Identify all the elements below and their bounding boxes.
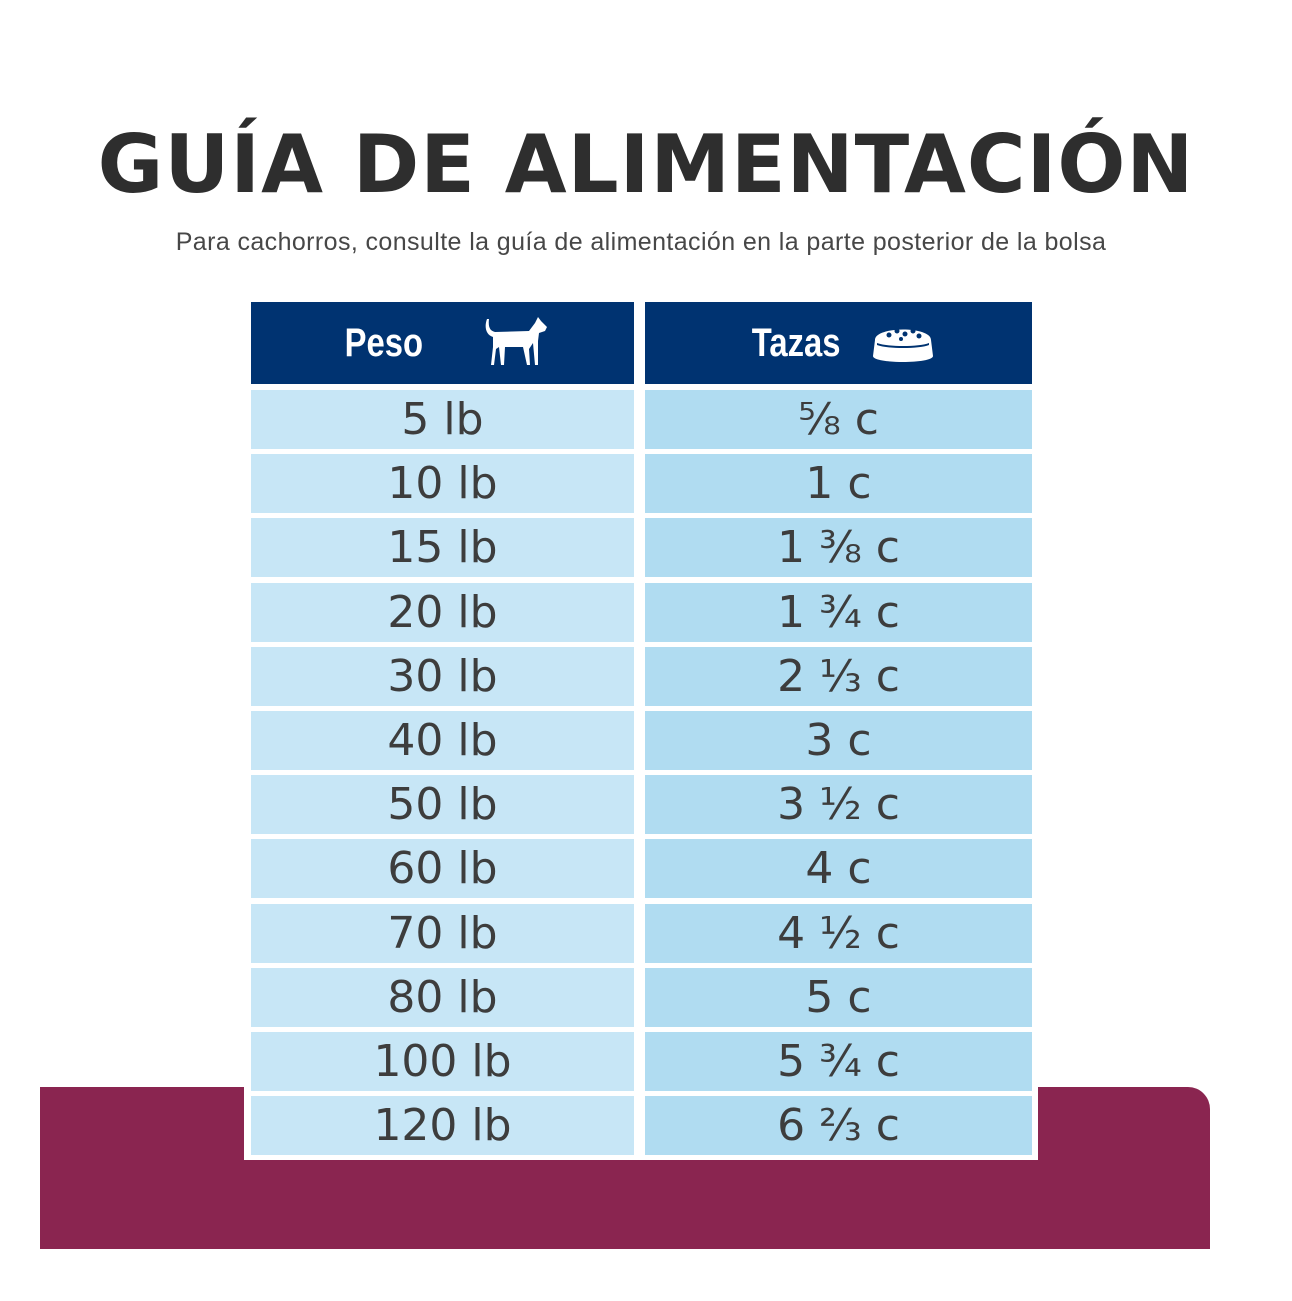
subtitle: Para cachorros, consulte la guía de alim… [175,228,1107,256]
cups-cell: ⅝ c [645,390,1032,449]
cups-cell: 1 ¾ c [645,582,1032,642]
cups-cell: 5 ¾ c [645,1032,1032,1091]
weight-cell: 60 lb [251,839,634,899]
weight-cell: 50 lb [251,775,634,835]
weight-cell: 100 lb [251,1032,634,1091]
weight-cell: 5 lb [251,390,634,449]
header-weight-label: Peso [344,320,423,365]
cups-cell: 6 ⅔ c [645,1096,1032,1156]
weight-cell: 40 lb [251,711,634,770]
weight-cell: 10 lb [251,454,634,514]
weight-cell: 120 lb [251,1096,634,1156]
weight-cell: 70 lb [251,903,634,963]
weight-cell: 15 lb [251,518,634,578]
cups-cell: 4 c [645,839,1032,899]
weight-cell: 30 lb [251,646,634,706]
weight-cell: 20 lb [251,582,634,642]
page-title: GUÍA DE ALIMENTACIÓN [97,118,1195,211]
header-cups-label: Tazas [752,320,841,365]
cups-cell: 1 c [645,454,1032,514]
dog-icon [483,317,549,369]
cups-cell: 5 c [645,967,1032,1027]
cups-cell: 2 ⅓ c [645,646,1032,706]
cups-cell: 4 ½ c [645,903,1032,963]
cups-cell: 3 ½ c [645,775,1032,835]
food-bowl-icon [871,320,935,366]
cups-cell: 3 c [645,711,1032,770]
cups-cell: 1 ⅜ c [645,518,1032,578]
header-weight: Peso [251,302,634,384]
header-cups: Tazas [645,302,1032,384]
weight-cell: 80 lb [251,967,634,1027]
